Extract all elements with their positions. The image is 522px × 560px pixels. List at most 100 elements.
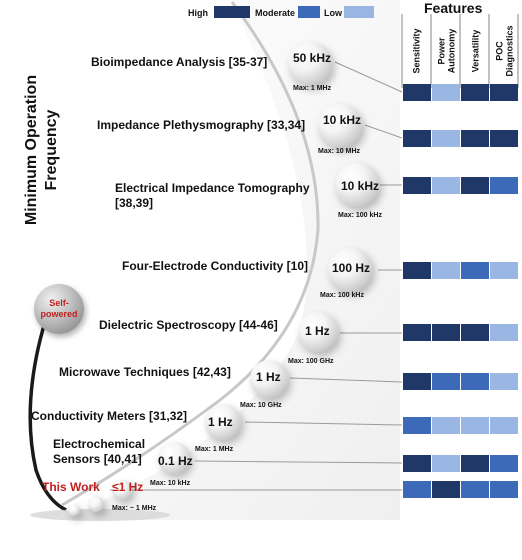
self-powered-text-2: powered: [40, 309, 78, 319]
feature-rating-cell: [490, 417, 518, 434]
technique-label: Bioimpedance Analysis [35-37]: [91, 55, 267, 70]
self-powered-ball: Self- powered: [34, 284, 84, 334]
feature-rating-cell: [461, 262, 489, 279]
max-frequency: Max: 100 kHz: [320, 292, 364, 299]
min-frequency: 1 Hz: [208, 415, 233, 429]
legend: High Moderate Low: [0, 0, 400, 22]
min-frequency: 100 Hz: [332, 261, 371, 275]
technique-label: Dielectric Spectroscopy [44-46]: [99, 318, 278, 333]
feature-rating-cell: [432, 130, 460, 147]
technique-label-text: Sensors [40,41]: [53, 452, 142, 466]
floor-shadow: [30, 509, 170, 521]
technique-label-text: Impedance Plethysmography [33,34]: [97, 118, 306, 132]
feature-rating-cell: [403, 324, 431, 341]
frequency-ball: [205, 404, 241, 440]
feature-rating-cell: [432, 373, 460, 390]
frequency-ball: [328, 248, 372, 292]
frequency-ball: [158, 442, 190, 474]
technique-label-text: This Work: [42, 480, 100, 494]
technique-label: Electrochemical Sensors [40,41]: [53, 437, 145, 467]
frequency-ball: [335, 163, 379, 207]
feature-rating-cell: [403, 177, 431, 194]
legend-swatch-high: [214, 6, 250, 18]
technique-label: Four-Electrode Conductivity [10]: [122, 259, 308, 274]
legend-swatch-moderate: [298, 6, 320, 18]
min-frequency: 50 kHz: [293, 51, 332, 65]
feature-rating-cell: [432, 481, 460, 498]
feature-rating-cell: [461, 177, 489, 194]
min-frequency: 1 Hz: [305, 324, 330, 338]
max-frequency: Max: 100 GHz: [288, 358, 334, 365]
legend-label-low: Low: [324, 8, 342, 18]
feature-rating-cell: [432, 324, 460, 341]
feature-rating-cell: [403, 455, 431, 472]
legend-label-high: High: [188, 8, 208, 18]
max-frequency: Max: 10 kHz: [150, 480, 191, 487]
feature-rating-cell: [461, 373, 489, 390]
main-arc: [61, 1, 320, 507]
max-frequency: Max: 1 MHz: [293, 85, 332, 92]
feature-rating-cell: [432, 262, 460, 279]
technique-label-text: Dielectric Spectroscopy [44-46]: [99, 318, 278, 332]
frequency-ball: [298, 312, 338, 352]
feature-rating-cell: [403, 130, 431, 147]
legend-label-moderate: Moderate: [255, 8, 296, 18]
technique-label: Electrical Impedance Tomography [38,39]: [115, 181, 310, 211]
min-frequency: 1 Hz: [256, 370, 281, 384]
min-frequency: 0.1 Hz: [158, 454, 193, 468]
feature-rating-cell: [490, 373, 518, 390]
feature-rating-cell: [490, 455, 518, 472]
feature-rating-cell: [461, 455, 489, 472]
feature-rating-cell: [432, 84, 460, 101]
frequency-ball: [318, 104, 362, 148]
feature-rating-cell: [461, 324, 489, 341]
feature-rating-cell: [490, 130, 518, 147]
technique-label-text: [38,39]: [115, 196, 154, 210]
self-powered-arc: [28, 311, 67, 512]
min-frequency: 10 kHz: [341, 179, 380, 193]
technique-label: Impedance Plethysmography [33,34]: [97, 118, 305, 133]
max-frequency: Max: 10 GHz: [240, 402, 282, 409]
technique-label-text: Electrical Impedance Tomography: [115, 181, 310, 195]
feature-rating-cell: [432, 177, 460, 194]
frequency-ball: [112, 480, 132, 500]
feature-rating-cell: [403, 84, 431, 101]
frequency-ball: [88, 496, 104, 512]
technique-label-text: Conductivity Meters [31,32]: [31, 409, 188, 423]
max-frequency: Max: 100 kHz: [338, 212, 382, 219]
max-frequency: Max: ~ 1 MHz: [112, 505, 157, 512]
technique-label: Microwave Techniques [42,43]: [59, 365, 231, 380]
feature-rating-cell: [403, 262, 431, 279]
technique-label: Conductivity Meters [31,32]: [31, 409, 187, 424]
feature-header-dividers: [401, 14, 519, 88]
feature-rating-cell: [461, 130, 489, 147]
feature-rating-cell: [403, 481, 431, 498]
technique-label-text: Microwave Techniques [42,43]: [59, 365, 231, 379]
technique-label-text: Bioimpedance Analysis [35-37]: [91, 55, 268, 69]
feature-rating-cell: [490, 177, 518, 194]
staircase-backdrop: [60, 0, 400, 520]
features-title: Features: [424, 0, 483, 16]
feature-rating-cell: [403, 417, 431, 434]
max-frequency: Max: 1 MHz: [195, 446, 234, 453]
feature-rating-cell: [490, 324, 518, 341]
self-powered-text-1: Self-: [49, 298, 69, 308]
technique-label-text: Electrochemical: [53, 437, 146, 451]
max-frequency: Max: 10 MHz: [318, 148, 361, 155]
technique-label-text: Four-Electrode Conductivity [10]: [122, 259, 309, 273]
feature-rating-cell: [461, 417, 489, 434]
feature-rating-cell: [432, 417, 460, 434]
min-frequency: 10 kHz: [323, 113, 362, 127]
feature-rating-cell: [490, 262, 518, 279]
frequency-ball: [68, 504, 80, 516]
feature-rating-cell: [432, 455, 460, 472]
feature-rating-cell: [490, 84, 518, 101]
min-frequency-this-work: ≤1 Hz: [112, 480, 144, 494]
legend-swatch-low: [344, 6, 374, 18]
frequency-ball: [288, 42, 332, 86]
feature-rating-cell: [490, 481, 518, 498]
feature-rating-cell: [403, 373, 431, 390]
feature-rating-cell: [461, 481, 489, 498]
feature-rating-cell: [461, 84, 489, 101]
